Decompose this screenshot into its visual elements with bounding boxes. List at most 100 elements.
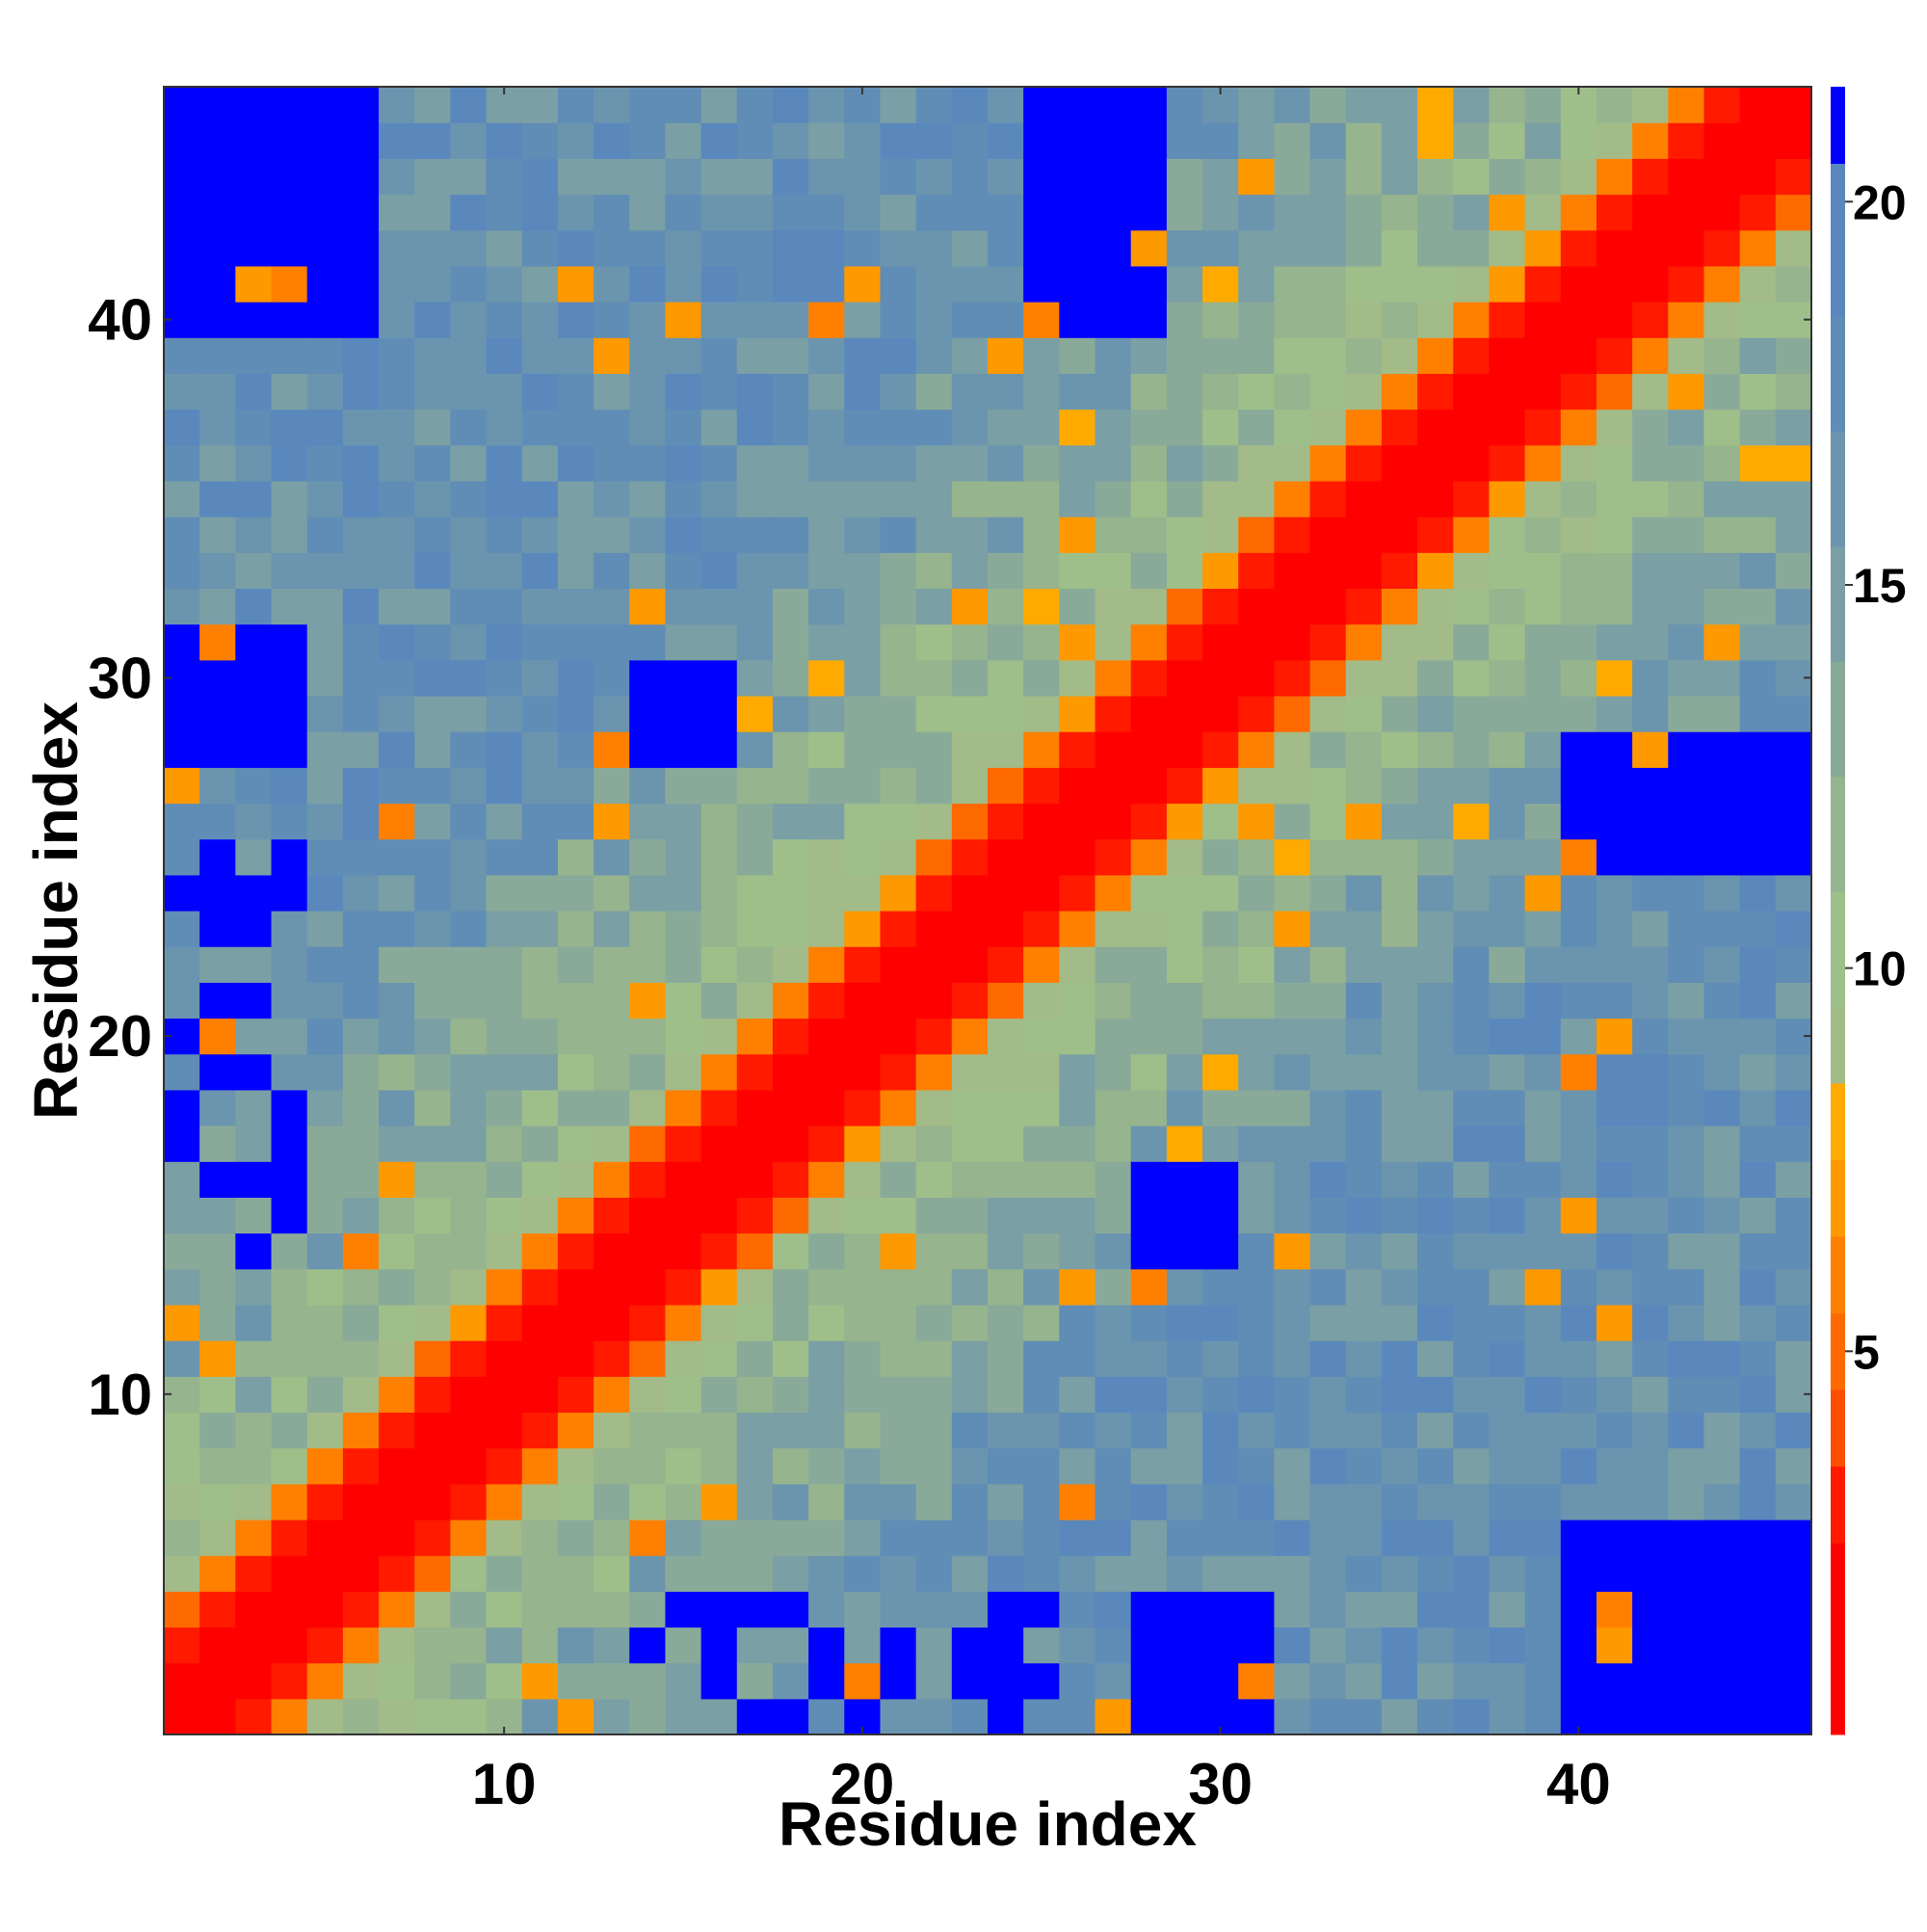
heatmap-cell bbox=[414, 373, 451, 410]
heatmap-cell bbox=[915, 1662, 953, 1700]
heatmap-cell bbox=[1130, 1268, 1168, 1306]
heatmap-cell bbox=[1775, 516, 1812, 553]
heatmap-cell bbox=[557, 1376, 594, 1414]
heatmap-cell bbox=[629, 1161, 667, 1198]
heatmap-cell bbox=[1023, 659, 1060, 697]
heatmap-cell bbox=[665, 1018, 702, 1055]
heatmap-cell bbox=[235, 803, 273, 840]
heatmap-cell bbox=[1524, 122, 1562, 159]
heatmap-cell bbox=[880, 731, 917, 768]
heatmap-cell bbox=[629, 803, 667, 840]
heatmap-cell bbox=[414, 1412, 451, 1449]
heatmap-cell bbox=[988, 1519, 1024, 1556]
heatmap-cell bbox=[342, 659, 380, 697]
heatmap-cell bbox=[1130, 373, 1168, 410]
heatmap-cell bbox=[199, 265, 236, 303]
heatmap-cell bbox=[379, 1627, 415, 1664]
heatmap-cell bbox=[1524, 265, 1562, 303]
heatmap-cell bbox=[844, 1232, 882, 1270]
heatmap-cell bbox=[880, 1412, 917, 1449]
heatmap-cell bbox=[486, 1089, 523, 1126]
heatmap-cell bbox=[1345, 1698, 1383, 1735]
heatmap-cell bbox=[235, 1125, 273, 1162]
heatmap-cell bbox=[772, 1125, 809, 1162]
heatmap-cell bbox=[772, 803, 809, 840]
heatmap-cell bbox=[199, 1232, 236, 1270]
heatmap-cell bbox=[951, 1089, 989, 1126]
heatmap-cell bbox=[1274, 1018, 1311, 1055]
heatmap-cell bbox=[915, 911, 953, 947]
heatmap-cell bbox=[1166, 1412, 1203, 1449]
heatmap-cell bbox=[700, 1268, 738, 1306]
heatmap-cell bbox=[1668, 229, 1705, 267]
heatmap-cell bbox=[1274, 588, 1311, 625]
heatmap-cell bbox=[1345, 552, 1383, 590]
heatmap-cell bbox=[1095, 911, 1132, 947]
heatmap-cell bbox=[450, 731, 488, 768]
heatmap-cell bbox=[342, 946, 380, 983]
colorbar-segment bbox=[1831, 891, 1845, 1007]
heatmap-cell bbox=[342, 1268, 380, 1306]
heatmap-cell bbox=[736, 838, 774, 876]
heatmap-cell bbox=[450, 1591, 488, 1628]
heatmap-cell bbox=[306, 731, 344, 768]
heatmap-cell bbox=[557, 1304, 594, 1341]
heatmap-cell bbox=[1524, 1018, 1562, 1055]
heatmap-cell bbox=[1739, 659, 1777, 697]
heatmap-cell bbox=[1560, 158, 1597, 196]
heatmap-cell bbox=[1775, 946, 1812, 983]
heatmap-cell bbox=[1489, 695, 1526, 732]
heatmap-cell bbox=[951, 229, 989, 267]
heatmap-cell bbox=[557, 1268, 594, 1306]
heatmap-cell bbox=[1166, 1125, 1203, 1162]
heatmap-cell bbox=[988, 1232, 1024, 1270]
heatmap-cell bbox=[1560, 874, 1597, 912]
heatmap-cell bbox=[1703, 588, 1741, 625]
heatmap-cell bbox=[594, 1591, 630, 1628]
heatmap-cell bbox=[1703, 337, 1741, 374]
heatmap-cell bbox=[951, 874, 989, 912]
heatmap-cell bbox=[1059, 1412, 1096, 1449]
heatmap-cell bbox=[271, 1483, 308, 1521]
heatmap-cell bbox=[271, 946, 308, 983]
heatmap-cell bbox=[665, 1555, 702, 1592]
heatmap-cell bbox=[199, 588, 236, 625]
heatmap-cell bbox=[521, 623, 559, 661]
heatmap-cell bbox=[1309, 1555, 1347, 1592]
heatmap-cell bbox=[235, 194, 273, 231]
heatmap-cell bbox=[306, 803, 344, 840]
heatmap-cell bbox=[414, 695, 451, 732]
heatmap-cell bbox=[1632, 731, 1669, 768]
heatmap-cell bbox=[1095, 373, 1132, 410]
heatmap-cell bbox=[1166, 480, 1203, 517]
heatmap-cell bbox=[1095, 767, 1132, 805]
heatmap-cell bbox=[164, 911, 200, 947]
heatmap-cell bbox=[1739, 1555, 1777, 1592]
heatmap-cell bbox=[306, 1627, 344, 1664]
heatmap-cell bbox=[1309, 1519, 1347, 1556]
heatmap-cell bbox=[1417, 1627, 1454, 1664]
heatmap-cell bbox=[1095, 1376, 1132, 1414]
heatmap-cell bbox=[271, 1089, 308, 1126]
plot-frame bbox=[163, 86, 1812, 1735]
heatmap-cell bbox=[521, 838, 559, 876]
heatmap-cell bbox=[665, 1698, 702, 1735]
heatmap-cell bbox=[1775, 229, 1812, 267]
heatmap-cell bbox=[486, 1376, 523, 1414]
heatmap-cell bbox=[880, 1018, 917, 1055]
heatmap-cell bbox=[342, 767, 380, 805]
heatmap-cell bbox=[736, 229, 774, 267]
heatmap-cell bbox=[235, 1053, 273, 1091]
heatmap-cell bbox=[1166, 1053, 1203, 1091]
heatmap-cell bbox=[164, 409, 200, 446]
heatmap-cell bbox=[1309, 1591, 1347, 1628]
heatmap-cell bbox=[629, 1662, 667, 1700]
heatmap-cell bbox=[700, 302, 738, 338]
heatmap-cell bbox=[306, 1053, 344, 1091]
heatmap-cell bbox=[1417, 1447, 1454, 1485]
heatmap-cell bbox=[199, 87, 236, 123]
heatmap-cell bbox=[271, 1125, 308, 1162]
heatmap-cell bbox=[1632, 1698, 1669, 1735]
heatmap-cell bbox=[665, 982, 702, 1019]
heatmap-cell bbox=[379, 265, 415, 303]
